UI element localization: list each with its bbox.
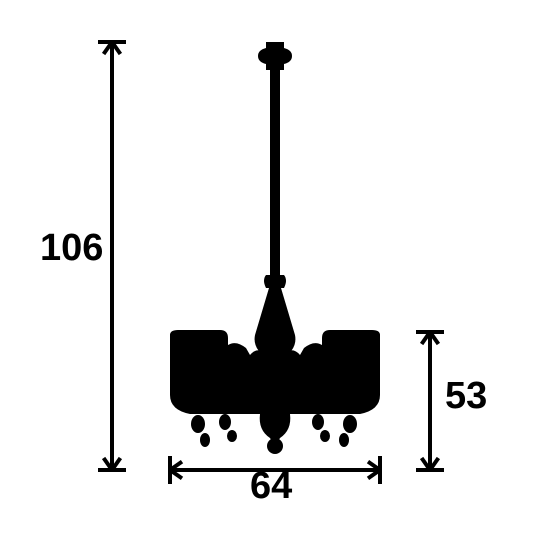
label-width: 64 xyxy=(250,465,292,507)
chandelier-dimension-diagram: 106 53 64 xyxy=(0,0,550,550)
label-height-total: 106 xyxy=(40,227,103,269)
chandelier-silhouette xyxy=(170,42,380,454)
label-height-body: 53 xyxy=(445,375,487,417)
